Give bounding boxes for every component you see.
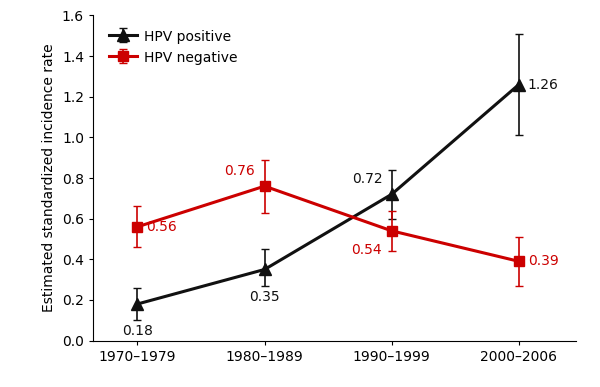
- Text: 0.56: 0.56: [146, 220, 177, 234]
- Y-axis label: Estimated standardized incidence rate: Estimated standardized incidence rate: [42, 44, 56, 312]
- Text: 1.26: 1.26: [528, 77, 559, 92]
- Text: 0.39: 0.39: [528, 254, 559, 268]
- Legend: HPV positive, HPV negative: HPV positive, HPV negative: [105, 26, 241, 69]
- Text: 0.54: 0.54: [351, 243, 382, 257]
- Text: 0.72: 0.72: [352, 172, 383, 186]
- Text: 0.35: 0.35: [249, 290, 280, 304]
- Text: 0.18: 0.18: [122, 324, 153, 338]
- Text: 0.76: 0.76: [224, 164, 254, 178]
